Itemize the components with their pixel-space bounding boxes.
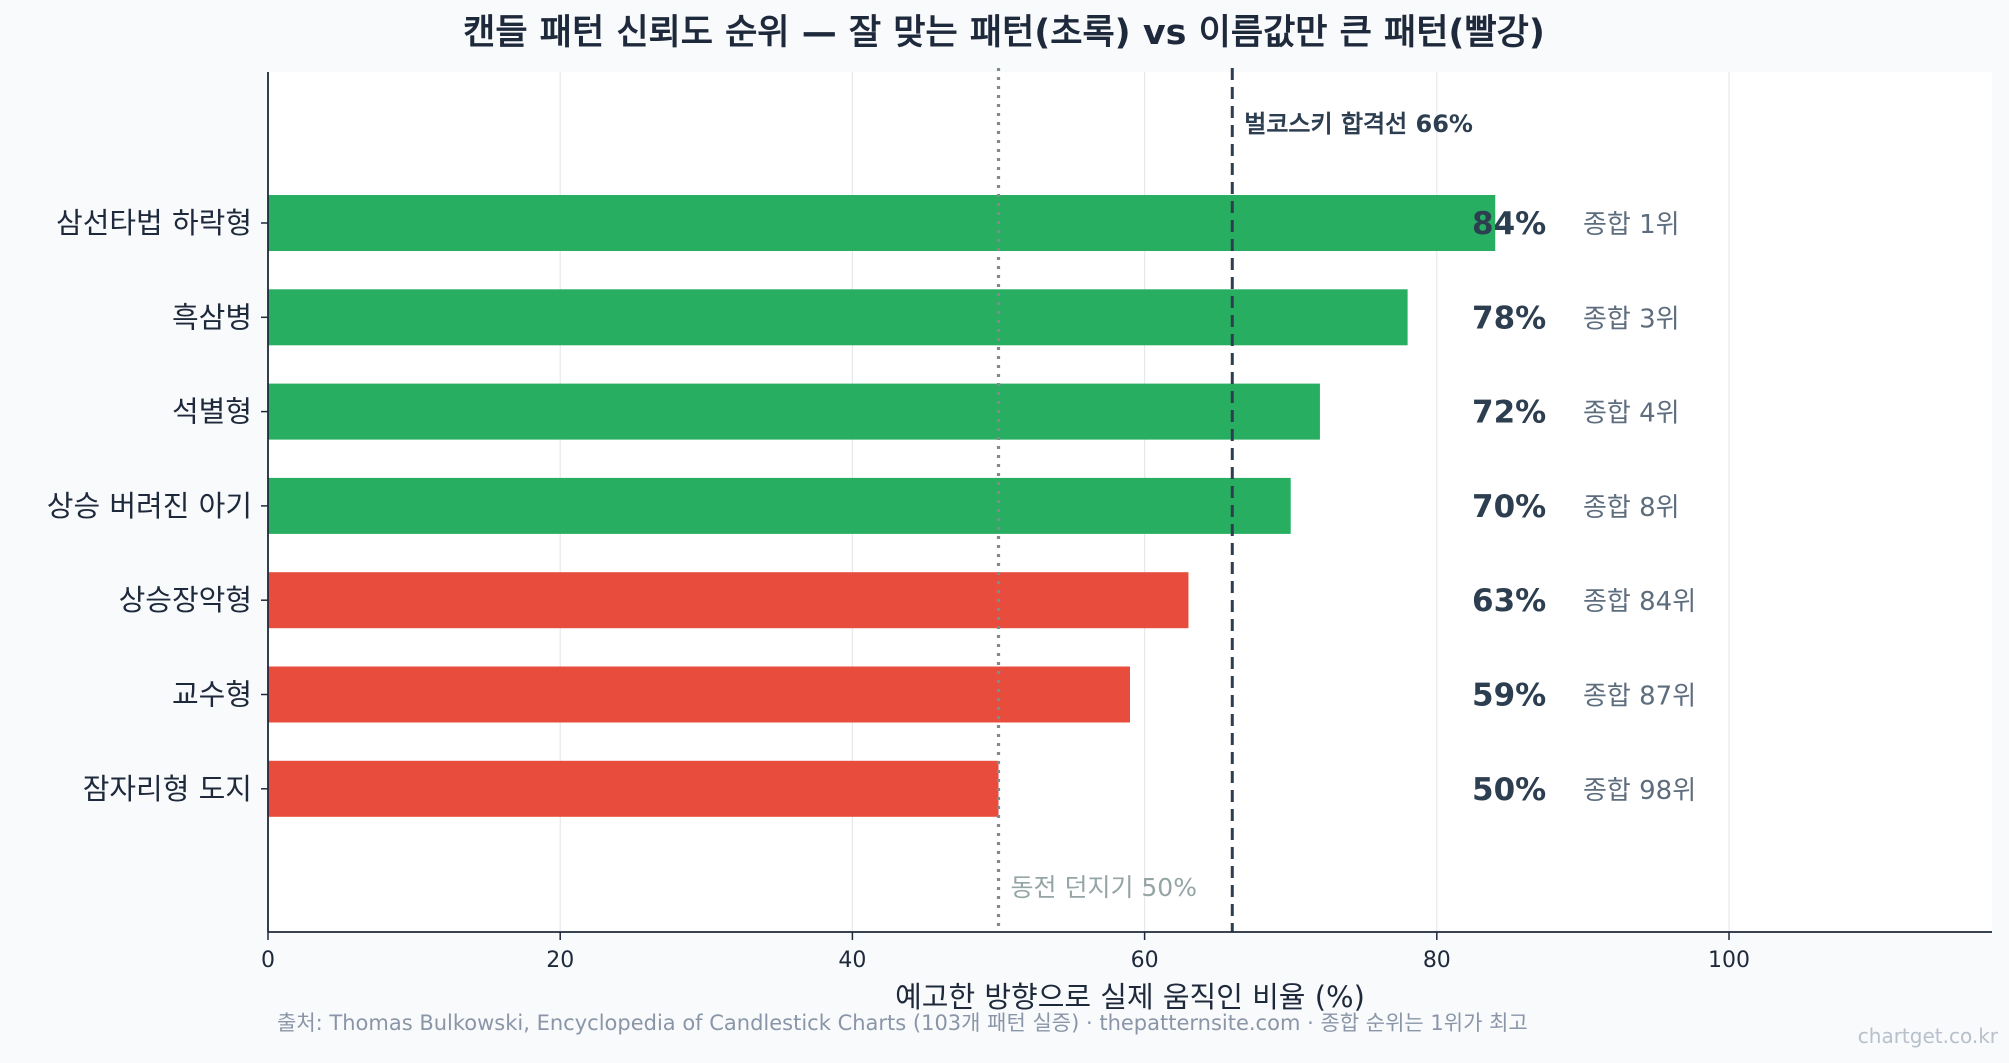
rank-label: 종합 3위 (1583, 304, 1680, 334)
rank-label: 종합 98위 (1583, 776, 1696, 806)
value-label: 78% (1472, 300, 1546, 336)
source-footnote: 출처: Thomas Bulkowski, Encyclopedia of Ca… (277, 1011, 1528, 1035)
x-tick-label: 80 (1423, 948, 1451, 973)
bar (268, 383, 1320, 440)
category-label: 잠자리형 도지 (83, 772, 252, 806)
pass-threshold-label: 벌코스키 합격선 66% (1244, 110, 1473, 138)
rank-label: 종합 84위 (1583, 587, 1696, 617)
bar (268, 477, 1291, 534)
category-label: 상승 버려진 아기 (47, 489, 252, 523)
x-tick-label: 20 (546, 948, 574, 973)
coin-flip-label: 동전 던지기 50% (1011, 873, 1197, 902)
rank-label: 종합 4위 (1583, 399, 1680, 429)
value-label: 72% (1472, 395, 1546, 431)
value-label: 50% (1472, 772, 1546, 808)
x-tick-label: 100 (1708, 948, 1750, 973)
x-tick-label: 0 (261, 948, 275, 973)
chart-title: 캔들 패턴 신뢰도 순위 — 잘 맞는 패턴(초록) vs 이름값만 큰 패턴(… (463, 13, 1545, 53)
bar (268, 572, 1189, 629)
bar (268, 289, 1408, 346)
x-tick-label: 60 (1131, 948, 1159, 973)
category-label: 석별형 (172, 395, 252, 429)
value-label: 59% (1472, 678, 1546, 714)
value-label: 63% (1472, 583, 1546, 619)
bar (268, 666, 1130, 723)
bar (268, 760, 999, 817)
category-label: 교수형 (172, 678, 252, 712)
axes: 0 20 40 60 80 100 (261, 72, 1992, 973)
rank-label: 종합 8위 (1583, 493, 1680, 523)
value-label: 84% (1472, 206, 1546, 242)
x-axis-label: 예고한 방향으로 실제 움직인 비율 (%) (895, 980, 1365, 1014)
rank-label: 종합 1위 (1583, 210, 1680, 240)
value-label: 70% (1472, 489, 1546, 525)
category-label: 삼선타법 하락형 (56, 206, 252, 240)
x-tick-label: 40 (838, 948, 866, 973)
bars (268, 195, 1496, 817)
watermark: chartget.co.kr (1858, 1024, 1999, 1048)
bar (268, 195, 1496, 251)
reference-lines: 벌코스키 합격선 66% 동전 던지기 50% (996, 68, 1473, 932)
rank-label: 종합 87위 (1583, 682, 1696, 712)
category-label: 상승장악형 (119, 583, 252, 617)
category-label: 흑삼병 (172, 300, 252, 334)
